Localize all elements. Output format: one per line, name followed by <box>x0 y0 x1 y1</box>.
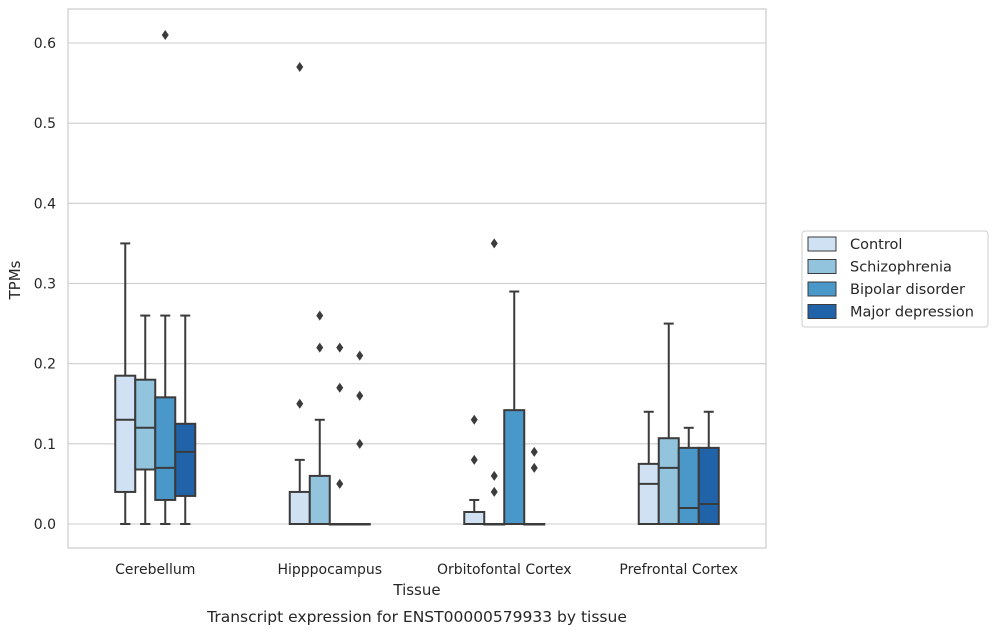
box-body <box>677 446 700 526</box>
outlier-point <box>490 470 498 481</box>
outlier-point <box>490 486 498 497</box>
x-axis-label: Tissue <box>392 581 440 599</box>
box-major-depression <box>348 350 371 526</box>
x-tick-labels: Cerebellum Hipppocampus Orbitofontal Corte… <box>115 562 738 578</box>
box-bipolar-disorder <box>677 426 700 526</box>
outlier-point <box>296 398 304 409</box>
box-major-depression <box>697 410 720 526</box>
y-tick-label: 0.0 <box>34 517 56 533</box>
legend: Control Schizophrenia Bipolar disorder Majo… <box>801 230 989 328</box>
outlier-point <box>356 390 364 401</box>
y-tick-label: 0.2 <box>34 357 56 373</box>
legend-swatch <box>807 236 837 252</box>
y-tick-labels: 0.0 0.1 0.2 0.3 0.4 0.5 0.6 <box>34 36 56 533</box>
y-tick-label: 0.1 <box>34 437 56 453</box>
y-axis-label: TPMs <box>6 260 24 300</box>
legend-frame <box>801 230 989 328</box>
outlier-point <box>530 462 538 473</box>
y-tick-label: 0.3 <box>34 277 56 293</box>
box-body <box>503 409 526 525</box>
boxes <box>114 29 720 526</box>
box-schizophrenia <box>134 314 157 525</box>
box-major-depression <box>523 446 546 526</box>
outlier-point <box>356 350 364 361</box>
legend-label: Major depression <box>850 305 974 321</box>
box-bipolar-disorder <box>154 29 177 525</box>
box-body <box>154 396 177 501</box>
box-control <box>637 410 660 525</box>
x-tick-label: Cerebellum <box>115 562 195 578</box>
box-schizophrenia <box>657 322 680 526</box>
box-bipolar-disorder <box>328 342 351 526</box>
box-body <box>657 437 680 526</box>
y-tick-label: 0.5 <box>34 116 56 132</box>
legend-label: Control <box>850 237 902 253</box>
outlier-point <box>356 438 364 449</box>
y-tick-label: 0.4 <box>34 196 56 212</box>
box-body <box>114 374 137 493</box>
legend-label: Schizophrenia <box>850 260 952 276</box>
box-control <box>288 62 311 525</box>
outlier-point <box>316 310 324 321</box>
legend-swatch <box>807 304 837 319</box>
outlier-point <box>161 29 169 40</box>
legend-label: Bipolar disorder <box>850 282 965 298</box>
box-body <box>174 422 197 497</box>
box-body <box>697 446 720 526</box>
box-body <box>134 378 157 471</box>
box-body <box>288 490 311 525</box>
x-tick-label: Prefrontal Cortex <box>619 562 738 578</box>
outlier-point <box>336 382 344 393</box>
legend-swatch <box>807 281 837 297</box>
x-tick-label: Orbitofontal Cortex <box>437 562 572 578</box>
box-major-depression <box>174 314 197 525</box>
outlier-point <box>336 478 344 489</box>
chart-caption: Transcript expression for ENST0000057993… <box>206 608 627 626</box>
outlier-point <box>470 454 478 465</box>
box-bipolar-disorder <box>503 290 526 525</box>
y-tick-label: 0.6 <box>34 36 56 52</box>
x-tick-label: Hipppocampus <box>277 562 382 578</box>
outlier-point <box>490 238 498 249</box>
box-body <box>308 474 331 525</box>
box-control <box>114 242 137 525</box>
legend-swatch <box>807 259 837 274</box>
outlier-point <box>530 446 538 457</box>
box-schizophrenia <box>483 238 506 526</box>
box-control <box>463 414 486 526</box>
box-body <box>463 510 486 526</box>
outlier-point <box>470 414 478 425</box>
box-schizophrenia <box>308 310 331 525</box>
outlier-point <box>296 62 304 73</box>
box-body <box>637 462 660 525</box>
plot-frame <box>67 8 767 549</box>
outlier-point <box>336 342 344 353</box>
outlier-point <box>316 342 324 353</box>
